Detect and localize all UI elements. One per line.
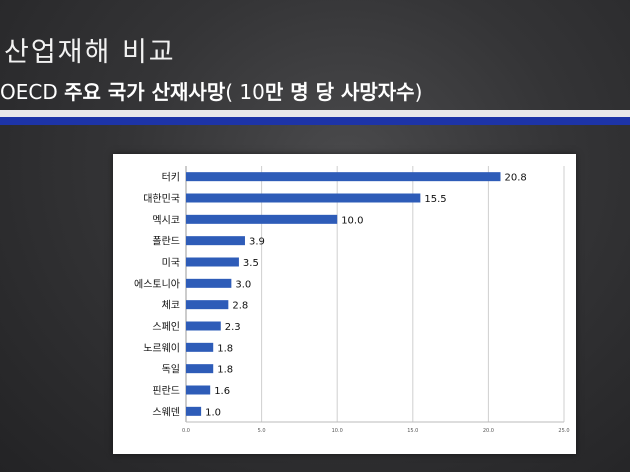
bar bbox=[186, 364, 214, 374]
category-label: 스웨덴 bbox=[152, 406, 180, 418]
category-label: 대한민국 bbox=[143, 193, 180, 205]
value-label: 3.5 bbox=[243, 258, 259, 269]
header-divider-light bbox=[0, 110, 630, 117]
bar bbox=[186, 172, 501, 182]
category-label: 에스토니아 bbox=[134, 278, 180, 290]
value-label: 3.0 bbox=[235, 279, 251, 290]
slide-subtitle: OECD 주요 국가 산재사망( 10만 명 당 사망자수) bbox=[0, 76, 422, 105]
value-label: 2.8 bbox=[232, 301, 248, 312]
bar bbox=[186, 300, 229, 310]
value-label: 1.6 bbox=[214, 386, 230, 397]
chart-panel: 0.0 5.0 10.0 15.0 20.0 25.0 터키 20.8 대한민국 15.5 멕시코 1… bbox=[113, 154, 576, 454]
bar bbox=[186, 214, 338, 224]
x-tick-label: 20.0 bbox=[483, 428, 494, 434]
bar bbox=[186, 257, 239, 267]
value-label: 2.3 bbox=[225, 322, 241, 333]
bar bbox=[186, 278, 232, 288]
subtitle-oecd: OECD bbox=[0, 80, 65, 104]
bar bbox=[186, 385, 211, 395]
bar-chart: 0.0 5.0 10.0 15.0 20.0 25.0 터키 20.8 대한민국 15.5 멕시코 1… bbox=[134, 166, 570, 434]
value-label: 1.0 bbox=[205, 407, 221, 418]
category-label: 핀란드 bbox=[152, 385, 180, 397]
bar bbox=[186, 342, 214, 352]
value-label: 10.0 bbox=[341, 215, 363, 226]
header-divider-accent bbox=[0, 117, 630, 125]
value-label: 15.5 bbox=[424, 194, 446, 205]
category-label: 스페인 bbox=[152, 321, 180, 333]
subtitle-topic: 주요 국가 산재사망 bbox=[64, 80, 226, 104]
x-tick-label: 0.0 bbox=[182, 428, 190, 434]
x-tick-label: 25.0 bbox=[558, 428, 569, 434]
category-label: 체코 bbox=[162, 300, 180, 312]
category-label: 터키 bbox=[162, 172, 180, 184]
value-label: 3.9 bbox=[249, 237, 265, 248]
category-label: 멕시코 bbox=[152, 214, 180, 226]
category-label: 미국 bbox=[162, 257, 180, 269]
x-tick-label: 5.0 bbox=[258, 428, 266, 434]
bar bbox=[186, 321, 221, 331]
subtitle-unit: 만 명 당 사망자수 bbox=[264, 80, 415, 104]
category-label: 노르웨이 bbox=[143, 342, 180, 354]
bar bbox=[186, 406, 202, 416]
value-label: 1.8 bbox=[217, 365, 233, 376]
bar bbox=[186, 236, 245, 246]
subtitle-paren-open: ( 10 bbox=[225, 80, 265, 104]
value-label: 1.8 bbox=[217, 343, 233, 354]
subtitle-paren-close: ) bbox=[414, 80, 423, 104]
x-tick-label: 15.0 bbox=[407, 428, 418, 434]
category-label: 독일 bbox=[162, 364, 180, 376]
x-tick-label: 10.0 bbox=[332, 428, 343, 434]
value-label: 20.8 bbox=[504, 173, 526, 184]
slide-title: 산업재해 비교 bbox=[4, 37, 176, 68]
category-label: 폴란드 bbox=[152, 236, 180, 248]
bar bbox=[186, 193, 421, 203]
